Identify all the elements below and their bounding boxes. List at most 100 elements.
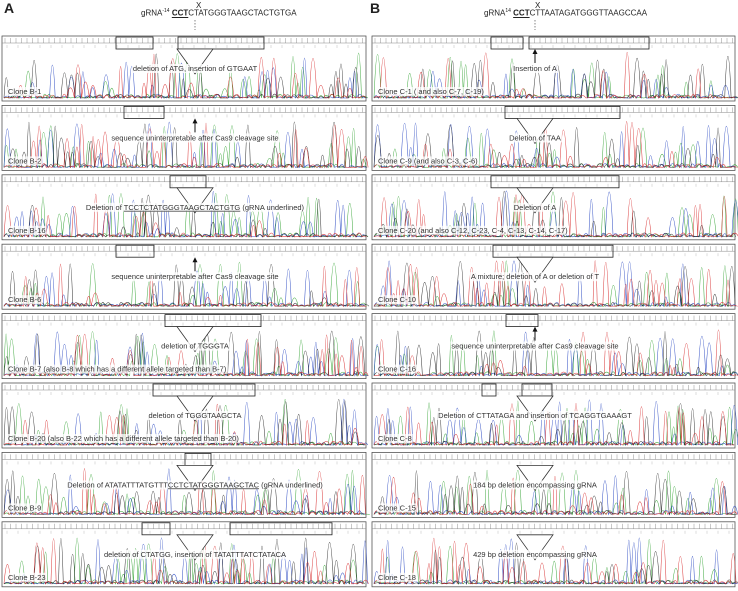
grna-position: -14 — [162, 8, 170, 14]
annotation-prefix: Deletion of ATATATTTATGTTT — [67, 480, 168, 489]
clone-label-background — [7, 87, 43, 96]
annotation-grna-underlined: TCCTCTATGGGTAAGCTACTGTG — [124, 203, 241, 212]
sequence-highlight-box — [481, 383, 497, 397]
sequence-highlight-box — [490, 175, 620, 189]
annotation-background — [472, 480, 598, 490]
chromatogram-trace — [3, 124, 367, 169]
annotation-background — [160, 341, 230, 351]
clone-label-background — [377, 364, 417, 374]
sequence-highlight-box — [504, 106, 621, 119]
sequence-highlight-box — [528, 36, 650, 50]
chromatogram-trace — [373, 192, 738, 238]
chromatogram-trace — [3, 123, 369, 169]
grna-sequence: CTATGGGTAAGCTACTGTGA — [188, 8, 297, 18]
clone-label-background — [7, 434, 241, 443]
clone-label: Clone B-23 — [8, 573, 46, 582]
clone-label-background — [7, 364, 228, 374]
sequence-highlight-box — [115, 244, 155, 258]
grna-position: 14 — [505, 8, 511, 14]
annotation-grna-underlined: CCTCTATGGGTAAGCTAC — [168, 480, 260, 489]
chromatogram-trace — [3, 537, 365, 585]
chromatogram-trace — [373, 65, 738, 100]
annotation-background — [147, 411, 243, 420]
sequence-highlight-box — [177, 36, 265, 50]
chromatogram-trace — [3, 262, 367, 308]
chromatogram-trace — [373, 56, 738, 100]
chromatogram-trace — [373, 260, 738, 308]
chromatogram-trace — [3, 468, 366, 516]
chromatogram-trace — [3, 191, 367, 238]
clone-label: Clone C-18 — [378, 573, 416, 582]
mutation-annotation: deletion of CTATGG, insertion of TATATTT… — [104, 550, 286, 559]
clone-label-background — [7, 295, 43, 305]
mutation-annotation: Deletion of TAA — [509, 133, 561, 142]
clone-label: Clone C-1 ( and also C-7, C-19) — [378, 87, 484, 96]
annotation-background — [110, 272, 280, 282]
annotation-background — [102, 549, 288, 559]
clone-label-background — [377, 434, 413, 443]
clone-label-background — [7, 156, 43, 166]
chromatogram-trace — [373, 330, 736, 377]
deletion-marker-triangle — [516, 187, 554, 214]
clone-label: Clone B-16 — [8, 226, 46, 235]
deletion-marker-triangle — [516, 395, 554, 422]
cleavage-arrow-head — [532, 326, 538, 332]
annotation-background — [512, 64, 558, 73]
grna-pam: CCT — [171, 8, 189, 18]
chromatogram-trace — [3, 334, 369, 377]
annotation-background — [469, 272, 601, 282]
sequence-highlight-box — [141, 522, 171, 536]
cleavage-arrow-head — [532, 49, 538, 54]
clone-label-background — [7, 503, 43, 513]
deletion-marker-triangle — [516, 256, 554, 283]
chromatogram-trace — [373, 260, 737, 308]
chromatogram-trace — [3, 121, 368, 169]
clone-label: Clone B-20 (also B-22 which has a differ… — [8, 434, 239, 443]
panel-b-cut-marker: X — [535, 1, 541, 10]
chromatogram-trace — [3, 538, 369, 585]
clone-label-background — [377, 225, 570, 235]
mutation-annotation: Insertion of A — [513, 64, 557, 73]
annotation-background — [110, 133, 280, 143]
panel-b-letter: B — [370, 0, 381, 16]
deletion-marker-triangle — [176, 534, 214, 561]
chromatogram-trace — [373, 542, 738, 585]
clone-label: Clone B-7 (also B-8 which has a differen… — [8, 365, 227, 374]
chromatogram-trace — [3, 121, 367, 169]
sequence-highlight-box — [229, 522, 333, 536]
deletion-marker-triangle — [176, 48, 214, 75]
deletion-marker-triangle — [516, 118, 554, 145]
clone-label: Clone B-1 — [8, 87, 41, 96]
mutation-annotation: sequence uninterpretable after Cas9 clea… — [111, 133, 278, 142]
mutation-annotation: sequence uninterpretable after Cas9 clea… — [451, 342, 618, 351]
sequence-highlight-box — [505, 314, 539, 328]
deletion-marker-triangle — [176, 326, 214, 353]
clone-label: Clone B-6 — [8, 295, 41, 304]
annotation-background — [84, 202, 306, 212]
chromatogram-trace — [3, 470, 365, 516]
mutation-annotation: Deletion of A — [514, 203, 557, 212]
sequence-highlight-box — [490, 36, 524, 50]
clone-label: Clone C-8 — [378, 434, 412, 443]
annotation-background — [472, 549, 598, 559]
clone-label: Clone B-9 — [8, 503, 41, 512]
chromatogram-trace — [373, 539, 735, 585]
clone-label: Clone C-10 — [378, 295, 416, 304]
clone-label: Clone C-16 — [378, 365, 416, 374]
sequence-highlight-box — [115, 36, 154, 50]
annotation-prefix: Deletion of — [86, 203, 124, 212]
clone-label-background — [377, 503, 417, 513]
chromatogram-trace — [3, 54, 367, 100]
annotation-suffix: (gRNA underlined) — [259, 480, 323, 489]
annotation-background — [437, 411, 634, 420]
chromatogram-trace — [373, 261, 736, 308]
chromatogram-trace — [373, 51, 736, 100]
mutation-annotation: Deletion of CTTATAGA and insertion of TC… — [438, 411, 632, 420]
annotation-background — [512, 202, 558, 212]
deletion-marker-triangle — [176, 465, 214, 492]
chromatogram-trace — [3, 330, 366, 377]
chromatogram-trace — [373, 470, 737, 516]
clone-label-background — [377, 87, 486, 96]
clone-label-background — [7, 225, 47, 235]
